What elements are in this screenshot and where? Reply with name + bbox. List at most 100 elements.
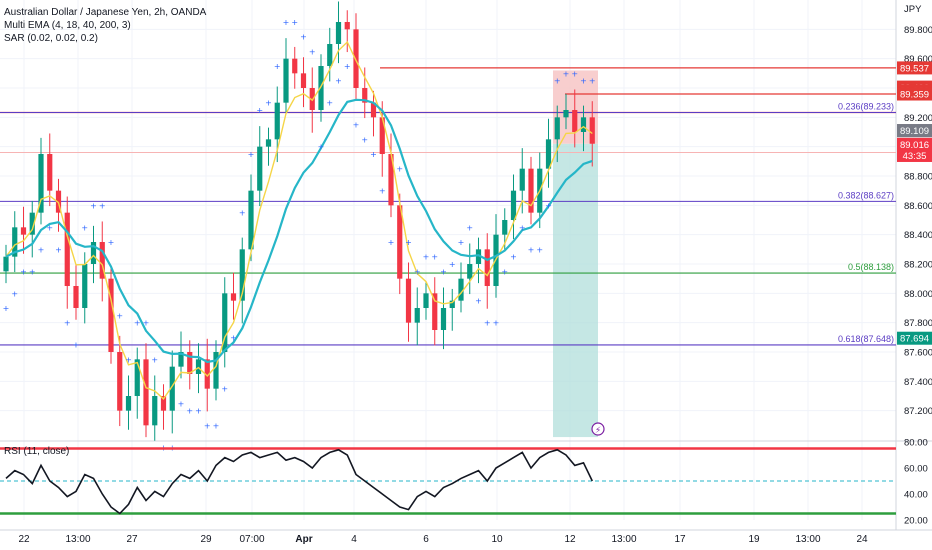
sar-dot: + bbox=[361, 135, 368, 144]
sar-dot: + bbox=[353, 121, 360, 130]
sar-dot: + bbox=[204, 421, 211, 430]
sar-dot: + bbox=[55, 245, 62, 254]
sar-dot: + bbox=[580, 77, 587, 86]
sar-dot: + bbox=[396, 165, 403, 174]
candle-body bbox=[344, 22, 350, 30]
candle-body bbox=[283, 58, 289, 103]
candle-body bbox=[563, 110, 569, 118]
candle-body bbox=[12, 227, 18, 257]
fib-level-label: 0.5(88.138) bbox=[848, 262, 894, 272]
x-tick-label: 24 bbox=[856, 534, 868, 545]
candle-body bbox=[169, 366, 175, 411]
sar-dot: + bbox=[213, 421, 220, 430]
price-badge bbox=[897, 137, 932, 151]
rsi-tick-label: 20.00 bbox=[904, 516, 928, 527]
candle-body bbox=[134, 359, 140, 396]
candle-body bbox=[572, 110, 578, 132]
x-tick-label: 13:00 bbox=[611, 534, 636, 545]
candle-body bbox=[405, 278, 412, 323]
y-tick-label: 87.200 bbox=[904, 406, 932, 417]
y-tick-label: 87.400 bbox=[904, 377, 932, 388]
x-tick-label: 27 bbox=[126, 534, 138, 545]
sar-dot: + bbox=[318, 143, 325, 152]
price-badge-text: 43:35 bbox=[903, 151, 927, 162]
y-tick-label: 88.400 bbox=[904, 230, 932, 241]
fib-level-label: 0.618(87.648) bbox=[838, 334, 894, 344]
ema-legend: Multi EMA (4, 18, 40, 200, 3) bbox=[4, 20, 131, 31]
fib-level-label: 0.236(89.233) bbox=[838, 101, 894, 111]
price-badge bbox=[897, 124, 932, 138]
sar-dot: + bbox=[493, 319, 500, 328]
sar-dot: + bbox=[29, 267, 36, 276]
price-badge bbox=[897, 61, 932, 75]
sar-dot: + bbox=[20, 267, 27, 276]
x-tick-label: 13:00 bbox=[65, 534, 90, 545]
price-badge bbox=[897, 87, 932, 101]
x-tick-label: 07:00 bbox=[239, 534, 264, 545]
candle-body bbox=[3, 256, 9, 272]
candle-body bbox=[82, 264, 88, 308]
candle-body bbox=[388, 154, 394, 206]
x-tick-label: 6 bbox=[423, 534, 429, 545]
sar-dot: + bbox=[466, 223, 473, 232]
candle-body bbox=[362, 88, 368, 103]
x-tick-label: 29 bbox=[200, 534, 212, 545]
price-badge-text: 89.537 bbox=[900, 63, 929, 74]
candle-body bbox=[292, 58, 298, 74]
candle-body bbox=[265, 139, 272, 147]
candle-body bbox=[125, 396, 132, 411]
y-tick-label: 87.600 bbox=[904, 348, 932, 359]
candle-body bbox=[99, 242, 105, 279]
sar-dot: + bbox=[90, 201, 97, 210]
candle-body bbox=[318, 66, 324, 110]
x-tick-label: 19 bbox=[748, 534, 760, 545]
candle-body bbox=[449, 300, 455, 308]
candle-body bbox=[589, 117, 595, 144]
sar-dot: + bbox=[300, 33, 307, 42]
sar-dot: + bbox=[221, 385, 228, 394]
candle-body bbox=[484, 249, 490, 286]
candle-body bbox=[274, 102, 280, 140]
sar-dot: + bbox=[440, 267, 447, 276]
candle-body bbox=[230, 293, 237, 301]
price-badge bbox=[897, 331, 932, 345]
sar-dot: + bbox=[388, 238, 395, 247]
candle-body bbox=[29, 212, 35, 235]
sar-dot: + bbox=[501, 267, 508, 276]
candle-body bbox=[580, 117, 587, 132]
sar-dot: + bbox=[239, 209, 246, 218]
ema-slow-line bbox=[5, 98, 593, 364]
sar-dot: + bbox=[230, 333, 237, 342]
candle-body bbox=[108, 278, 114, 352]
candle-body bbox=[187, 352, 193, 374]
sar-dot: + bbox=[186, 407, 193, 416]
price-badge bbox=[897, 148, 932, 162]
currency-label: JPY bbox=[904, 4, 922, 15]
candle-body bbox=[152, 396, 158, 426]
sar-dot: + bbox=[589, 77, 596, 86]
sar-dot: + bbox=[344, 62, 351, 71]
sar-dot: + bbox=[73, 341, 80, 350]
candle-body bbox=[423, 293, 429, 308]
sar-dot: + bbox=[99, 201, 106, 210]
chart-title: Australian Dollar / Japanese Yen, 2h, OA… bbox=[4, 7, 207, 18]
y-tick-label: 88.200 bbox=[904, 260, 932, 271]
sar-legend: SAR (0.02, 0.02, 0.2) bbox=[4, 33, 98, 44]
sar-dot: + bbox=[326, 99, 333, 108]
sar-dot: + bbox=[510, 253, 517, 262]
sar-dot: + bbox=[528, 245, 535, 254]
candle-body bbox=[554, 117, 560, 140]
x-tick-label: 12 bbox=[564, 534, 576, 545]
sar-dot: + bbox=[449, 260, 456, 269]
flash-icon-glyph: ⚡ bbox=[595, 426, 601, 436]
sar-dot: + bbox=[291, 18, 298, 27]
sar-dot: + bbox=[545, 201, 552, 210]
flash-icon bbox=[591, 422, 605, 436]
sar-dot: + bbox=[134, 319, 141, 328]
candle-body bbox=[38, 154, 44, 213]
candle-body bbox=[502, 220, 508, 235]
sar-dot: + bbox=[370, 150, 377, 159]
candle-body bbox=[195, 359, 202, 374]
y-tick-label: 89.800 bbox=[904, 25, 932, 36]
